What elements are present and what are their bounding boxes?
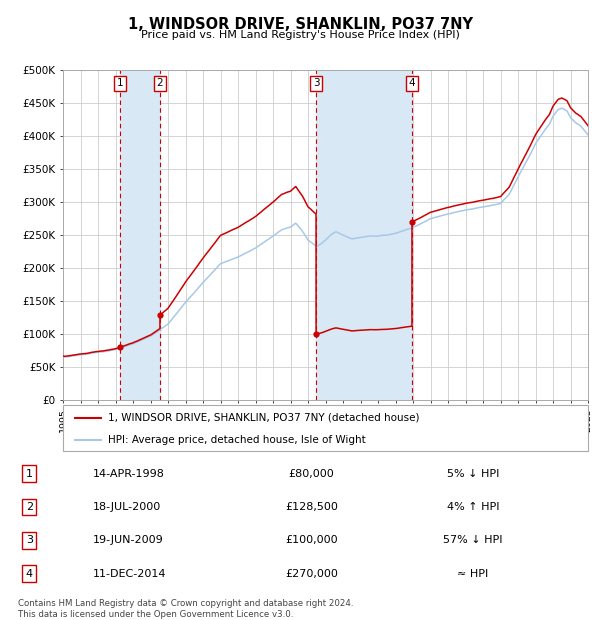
Text: 3: 3 [26,535,33,545]
Text: 11-DEC-2014: 11-DEC-2014 [92,569,166,578]
Text: £80,000: £80,000 [289,469,334,479]
Text: £100,000: £100,000 [285,535,338,545]
Text: 1, WINDSOR DRIVE, SHANKLIN, PO37 7NY: 1, WINDSOR DRIVE, SHANKLIN, PO37 7NY [128,17,473,32]
Text: £270,000: £270,000 [285,569,338,578]
Text: 4% ↑ HPI: 4% ↑ HPI [446,502,499,512]
Text: 1: 1 [117,78,124,88]
Text: ≈ HPI: ≈ HPI [457,569,488,578]
Text: 2: 2 [26,502,33,512]
Text: Contains HM Land Registry data © Crown copyright and database right 2024.
This d: Contains HM Land Registry data © Crown c… [18,600,353,619]
Text: 57% ↓ HPI: 57% ↓ HPI [443,535,503,545]
Text: Price paid vs. HM Land Registry's House Price Index (HPI): Price paid vs. HM Land Registry's House … [140,30,460,40]
Text: 14-APR-1998: 14-APR-1998 [92,469,164,479]
Text: 2: 2 [157,78,163,88]
Text: £128,500: £128,500 [285,502,338,512]
Text: 4: 4 [409,78,415,88]
Text: 4: 4 [26,569,33,578]
Text: 5% ↓ HPI: 5% ↓ HPI [446,469,499,479]
Text: 1, WINDSOR DRIVE, SHANKLIN, PO37 7NY (detached house): 1, WINDSOR DRIVE, SHANKLIN, PO37 7NY (de… [107,413,419,423]
Bar [121,70,160,400]
Text: HPI: Average price, detached house, Isle of Wight: HPI: Average price, detached house, Isle… [107,435,365,445]
Text: 1: 1 [26,469,33,479]
FancyBboxPatch shape [63,405,588,451]
Bar [316,70,412,400]
Text: 3: 3 [313,78,319,88]
Text: 19-JUN-2009: 19-JUN-2009 [92,535,163,545]
Text: 18-JUL-2000: 18-JUL-2000 [92,502,161,512]
